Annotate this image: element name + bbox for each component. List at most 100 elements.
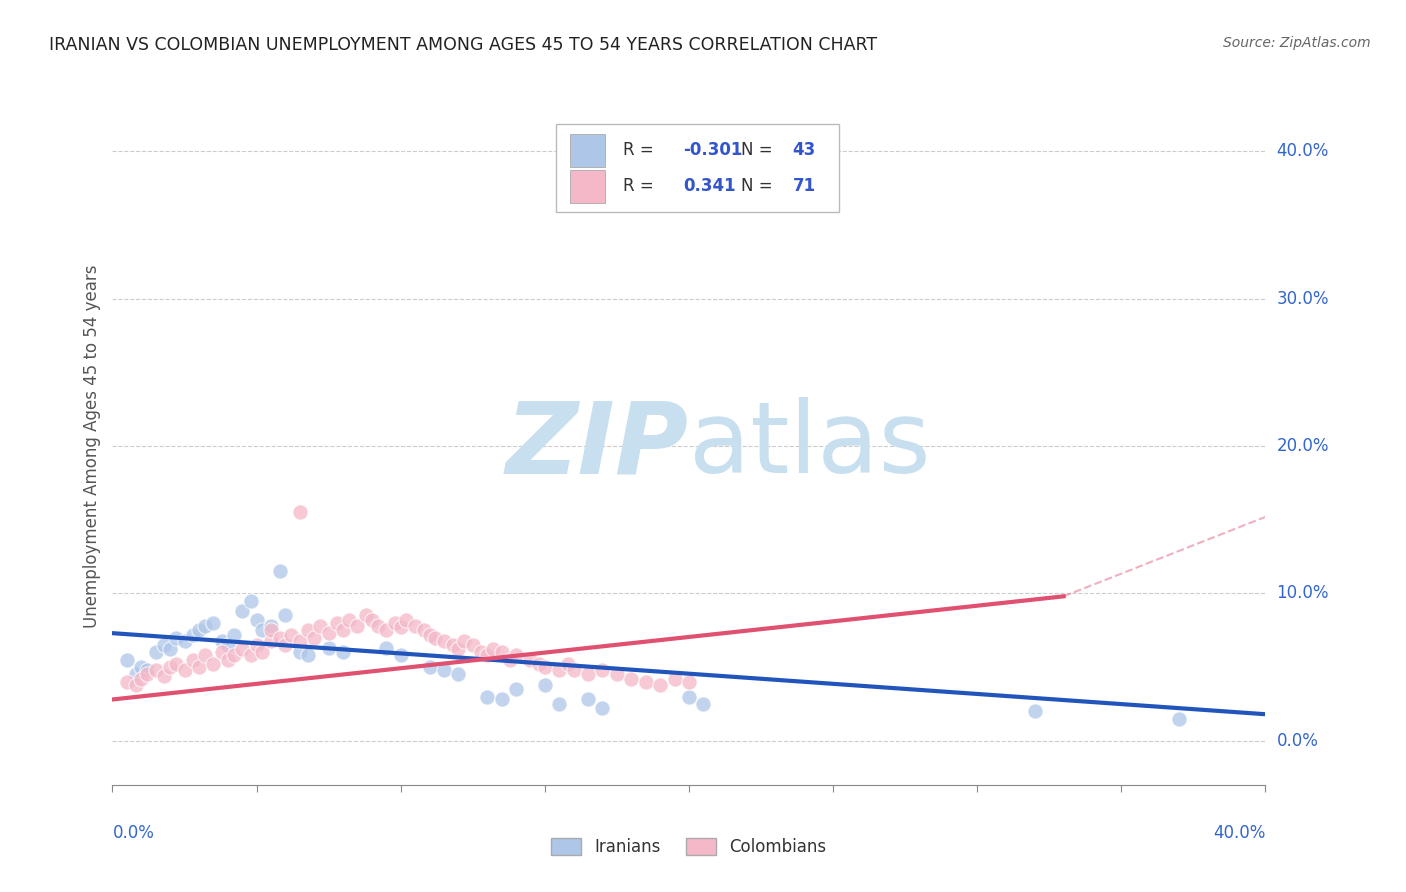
Point bbox=[288, 645, 311, 659]
Point bbox=[246, 613, 269, 627]
Point bbox=[269, 564, 291, 578]
Point bbox=[188, 624, 211, 638]
Point bbox=[453, 633, 475, 648]
Point bbox=[482, 642, 505, 657]
Point bbox=[404, 619, 426, 633]
Point bbox=[332, 645, 354, 659]
Point bbox=[129, 672, 153, 686]
Point bbox=[1024, 704, 1046, 718]
Point bbox=[389, 648, 412, 663]
Point bbox=[606, 667, 628, 681]
Point bbox=[447, 667, 470, 681]
Point bbox=[447, 642, 470, 657]
Point bbox=[548, 663, 571, 677]
FancyBboxPatch shape bbox=[571, 170, 605, 202]
Point bbox=[304, 631, 326, 645]
Point bbox=[246, 638, 269, 652]
Point bbox=[505, 682, 527, 697]
Text: ZIP: ZIP bbox=[506, 398, 689, 494]
Point bbox=[124, 667, 146, 681]
Point bbox=[318, 640, 340, 655]
Point bbox=[181, 653, 204, 667]
Point bbox=[441, 638, 464, 652]
Point bbox=[534, 660, 557, 674]
Point bbox=[332, 624, 354, 638]
Point bbox=[165, 657, 187, 672]
Point bbox=[360, 613, 382, 627]
Point bbox=[222, 648, 245, 663]
Point bbox=[297, 648, 319, 663]
Point bbox=[173, 633, 195, 648]
Point bbox=[557, 657, 579, 672]
Point bbox=[194, 648, 217, 663]
Text: Source: ZipAtlas.com: Source: ZipAtlas.com bbox=[1223, 36, 1371, 50]
Text: R =: R = bbox=[623, 178, 654, 195]
Point bbox=[260, 619, 283, 633]
Point bbox=[664, 672, 686, 686]
Point bbox=[217, 638, 239, 652]
Point bbox=[159, 660, 181, 674]
Y-axis label: Unemployment Among Ages 45 to 54 years: Unemployment Among Ages 45 to 54 years bbox=[83, 264, 101, 628]
Text: R =: R = bbox=[623, 142, 654, 160]
Point bbox=[181, 627, 204, 641]
Text: 40.0%: 40.0% bbox=[1213, 824, 1265, 842]
Point bbox=[124, 678, 146, 692]
Text: -0.301: -0.301 bbox=[683, 142, 742, 160]
Text: 10.0%: 10.0% bbox=[1277, 584, 1329, 602]
Legend: Iranians, Colombians: Iranians, Colombians bbox=[543, 830, 835, 864]
Text: 0.0%: 0.0% bbox=[112, 824, 155, 842]
Point bbox=[375, 624, 398, 638]
FancyBboxPatch shape bbox=[571, 134, 605, 167]
Point bbox=[562, 663, 585, 677]
Point bbox=[1167, 712, 1189, 726]
Point bbox=[491, 645, 513, 659]
Text: atlas: atlas bbox=[689, 398, 931, 494]
Point bbox=[678, 674, 700, 689]
Text: 20.0%: 20.0% bbox=[1277, 437, 1329, 455]
Point bbox=[260, 624, 283, 638]
Point bbox=[620, 672, 643, 686]
Point bbox=[346, 619, 368, 633]
Point bbox=[470, 645, 492, 659]
Point bbox=[165, 631, 187, 645]
Point bbox=[136, 667, 159, 681]
Point bbox=[337, 613, 360, 627]
Text: 0.341: 0.341 bbox=[683, 178, 735, 195]
Point bbox=[692, 697, 714, 711]
Point bbox=[231, 642, 253, 657]
Point bbox=[288, 633, 311, 648]
Point bbox=[274, 638, 297, 652]
Point bbox=[592, 701, 614, 715]
Text: N =: N = bbox=[741, 142, 772, 160]
Point bbox=[153, 638, 176, 652]
Point bbox=[650, 678, 672, 692]
Text: IRANIAN VS COLOMBIAN UNEMPLOYMENT AMONG AGES 45 TO 54 YEARS CORRELATION CHART: IRANIAN VS COLOMBIAN UNEMPLOYMENT AMONG … bbox=[49, 36, 877, 54]
Point bbox=[115, 674, 138, 689]
Point bbox=[274, 608, 297, 623]
Point bbox=[505, 648, 527, 663]
Point bbox=[395, 613, 418, 627]
Point bbox=[239, 593, 262, 607]
Point bbox=[145, 663, 167, 677]
Point bbox=[634, 674, 657, 689]
Point bbox=[269, 631, 291, 645]
Point bbox=[222, 627, 245, 641]
Point bbox=[527, 657, 550, 672]
Point bbox=[326, 615, 349, 630]
Point bbox=[389, 620, 412, 634]
Point bbox=[211, 633, 233, 648]
Text: 0.0%: 0.0% bbox=[1277, 731, 1319, 750]
Point bbox=[433, 633, 456, 648]
Point bbox=[252, 645, 274, 659]
Point bbox=[173, 663, 195, 677]
Text: 43: 43 bbox=[793, 142, 815, 160]
Point bbox=[475, 690, 499, 704]
Point bbox=[375, 640, 398, 655]
Point bbox=[499, 653, 522, 667]
Point bbox=[188, 660, 211, 674]
Point bbox=[231, 604, 253, 618]
Text: 71: 71 bbox=[793, 178, 815, 195]
Point bbox=[211, 645, 233, 659]
Point bbox=[288, 505, 311, 519]
Point bbox=[678, 690, 700, 704]
